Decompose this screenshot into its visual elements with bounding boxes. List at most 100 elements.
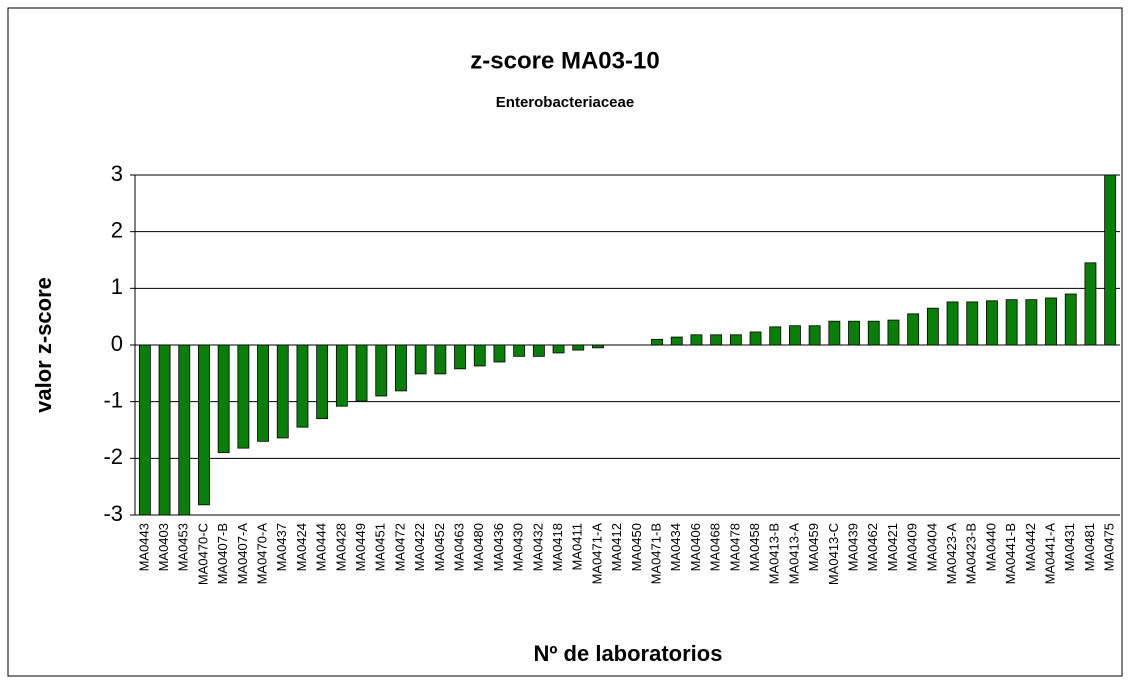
bar [296, 344, 309, 428]
bar [178, 344, 191, 516]
bar [375, 344, 388, 397]
x-tick-label: MA0470-C [195, 523, 210, 585]
chart-title: z-score MA03-10 [470, 47, 659, 74]
bar [1005, 299, 1018, 346]
bar [828, 320, 841, 346]
x-tick-label: MA0450 [629, 523, 644, 571]
x-tick-label: MA0403 [156, 523, 171, 571]
x-tick-label: MA0411 [570, 523, 585, 570]
bar [395, 344, 407, 392]
x-tick-label: MA0412 [609, 523, 624, 571]
x-tick-label: MA0439 [845, 523, 860, 571]
x-tick-label: MA0444 [314, 523, 329, 571]
x-tick-label: MA0468 [708, 523, 723, 571]
x-tick-label: MA0413-C [826, 523, 841, 585]
bar [434, 344, 447, 375]
x-tick-label: MA0434 [668, 523, 683, 571]
bar [848, 320, 860, 346]
bar [217, 344, 230, 454]
x-tick-label: MA0459 [806, 523, 821, 571]
bar [1084, 262, 1097, 346]
bar [1104, 174, 1117, 346]
x-tick-label: MA0406 [688, 523, 703, 571]
bar [729, 334, 742, 346]
x-tick-label: MA0424 [294, 523, 309, 571]
x-tick-label: MA0453 [176, 523, 191, 571]
bar [158, 344, 171, 516]
bar [532, 344, 545, 357]
x-tick-label: MA0471-B [648, 523, 663, 584]
x-tick-label: MA0421 [885, 523, 900, 571]
y-tick-label: 1 [111, 274, 123, 299]
x-tick-label: MA0463 [451, 523, 466, 571]
bar [1025, 299, 1038, 346]
bar [986, 300, 998, 346]
bar [887, 319, 900, 346]
bar [769, 326, 782, 346]
chart-subtitle: Enterobacteriaceae [496, 94, 634, 111]
x-tick-label: MA0422 [412, 523, 427, 571]
x-tick-label: MA0470-A [254, 523, 269, 585]
bar [946, 301, 959, 346]
bar [907, 313, 920, 346]
x-tick-label: MA0441-B [1003, 523, 1018, 584]
bar [257, 344, 269, 442]
x-tick-label: MA0428 [333, 523, 348, 571]
x-tick-label: MA0481 [1082, 523, 1097, 571]
bar [414, 344, 427, 375]
x-tick-label: MA0407-B [215, 523, 230, 584]
bar [138, 344, 151, 516]
bar [1064, 293, 1077, 346]
bar [789, 325, 801, 346]
x-tick-label: MA0437 [274, 523, 289, 571]
x-tick-label: MA0443 [136, 523, 151, 571]
bar [592, 344, 604, 349]
x-tick-label: MA0404 [924, 523, 939, 571]
bar [867, 320, 880, 346]
x-tick-label: MA0423-A [944, 523, 959, 585]
y-axis-title: valor z-score [31, 277, 56, 413]
y-tick-label: -2 [103, 444, 123, 469]
x-tick-label: MA0440 [983, 523, 998, 571]
bar [237, 344, 250, 449]
x-tick-label: MA0413-B [767, 523, 782, 584]
x-tick-label: MA0418 [550, 523, 565, 571]
x-tick-label: MA0430 [511, 523, 526, 571]
bar [316, 344, 329, 420]
x-tick-label: MA0441-A [1042, 523, 1057, 585]
y-tick-label: 3 [111, 161, 123, 186]
x-tick-label: MA0478 [727, 523, 742, 571]
x-axis-title: Nº de laboratorios [534, 641, 723, 666]
bar [572, 344, 585, 351]
x-tick-label: MA0462 [865, 523, 880, 571]
bar [513, 344, 526, 357]
x-tick-label: MA0432 [530, 523, 545, 571]
x-tick-label: MA0471-A [589, 523, 604, 585]
bar [355, 344, 368, 402]
bar [710, 334, 723, 346]
bar [670, 336, 683, 346]
x-tick-label: MA0472 [392, 523, 407, 571]
x-tick-label: MA0436 [491, 523, 506, 571]
x-tick-label: MA0458 [747, 523, 762, 571]
y-tick-label: -3 [103, 501, 123, 526]
x-tick-label: MA0431 [1062, 523, 1077, 571]
bar [926, 307, 939, 346]
y-tick-label: -1 [103, 387, 123, 412]
bar [454, 344, 466, 370]
x-tick-label: MA0413-A [786, 523, 801, 585]
bar [198, 344, 210, 506]
bar [651, 338, 663, 346]
bar [335, 344, 348, 407]
x-tick-label: MA0409 [905, 523, 920, 571]
x-tick-label: MA0442 [1023, 523, 1038, 571]
bar [690, 334, 703, 346]
bar [808, 325, 821, 346]
x-tick-label: MA0451 [373, 523, 388, 571]
x-tick-label: MA0475 [1102, 523, 1117, 571]
bar [749, 331, 762, 346]
x-tick-label: MA0423-B [964, 523, 979, 584]
bar [1045, 297, 1057, 346]
bar [276, 344, 289, 439]
